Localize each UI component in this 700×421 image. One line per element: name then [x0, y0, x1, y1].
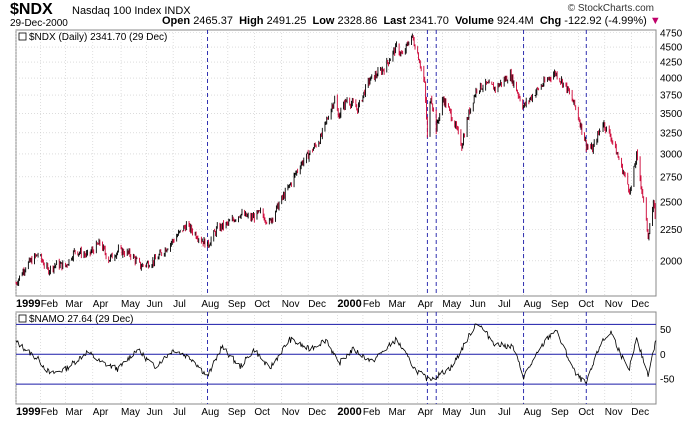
price-x-tick-label: Feb: [41, 299, 59, 310]
stockcharts-credit: © StockCharts.com: [567, 3, 654, 14]
price-x-tick-label: Jul: [173, 299, 186, 310]
price-x-tick-label: Aug: [524, 299, 542, 310]
change-value: -122.92 (-4.99%): [564, 15, 647, 27]
price-tick-label: 4500: [660, 43, 683, 54]
namo-panel: $NAMO 27.64 (29 Dec): [15, 314, 657, 385]
price-x-tick-label: May: [121, 299, 140, 310]
price-x-tick-label: May: [442, 299, 461, 310]
index-description: Nasdaq 100 Index INDX: [72, 5, 191, 17]
namo-x-tick-label: Jul: [173, 407, 186, 418]
price-x-tick-label: Oct: [578, 299, 594, 310]
namo-tick-label: 50: [660, 325, 672, 336]
price-x-tick-label: Apr: [93, 299, 109, 310]
namo-tick-label: 0: [660, 350, 666, 361]
price-tick-label: 2750: [660, 172, 683, 183]
namo-x-tick-label: Aug: [524, 407, 542, 418]
price-x-tick-label: Jun: [470, 299, 486, 310]
price-tick-label: 3750: [660, 91, 683, 102]
price-tick-label: 4250: [660, 58, 683, 69]
namo-x-tick-label: Jul: [498, 407, 511, 418]
namo-x-tick-label: May: [442, 407, 461, 418]
price-x-tick-label: Jun: [147, 299, 163, 310]
index-name: Nasdaq 100 Index: [72, 5, 162, 17]
namo-x-tick-label: Aug: [201, 407, 219, 418]
price-panel: $NDX (Daily) 2341.70 (29 Dec): [15, 32, 656, 286]
price-tick-label: 3250: [660, 128, 683, 139]
down-arrow-icon: ▼: [649, 15, 661, 27]
price-x-tick-label: Jul: [498, 299, 511, 310]
open-value: 2465.37: [193, 15, 233, 27]
price-x-tick-label: Sep: [228, 299, 246, 310]
price-x-tick-label: Feb: [363, 299, 381, 310]
price-x-tick-label: Mar: [389, 299, 407, 310]
namo-x-tick-label: Jun: [470, 407, 486, 418]
exchange-code: INDX: [164, 5, 191, 17]
namo-x-tick-label: Mar: [389, 407, 407, 418]
namo-x-tick-label: Apr: [418, 407, 434, 418]
namo-x-tick-label: Nov: [605, 407, 623, 418]
price-x-tick-label: Oct: [254, 299, 270, 310]
namo-x-tick-label: May: [121, 407, 140, 418]
namo-tick-label: -50: [660, 375, 675, 386]
price-x-tick-label: Apr: [418, 299, 434, 310]
namo-x-tick-label: Mar: [65, 407, 83, 418]
namo-x-tick-label: Apr: [93, 407, 109, 418]
price-x-tick-label: Dec: [631, 299, 649, 310]
namo-line: [15, 323, 657, 385]
namo-panel-frame: [15, 311, 657, 405]
price-x-tick-label: Aug: [201, 299, 219, 310]
quote-date: 29-Dec-2000: [10, 18, 68, 29]
quote-summary: Open 2465.37 High 2491.25 Low 2328.86 La…: [162, 15, 661, 27]
price-tick-label: 2000: [660, 256, 683, 267]
namo-x-tick-label: Oct: [254, 407, 270, 418]
last-value: 2341.70: [409, 15, 449, 27]
namo-x-tick-label: Jun: [147, 407, 163, 418]
event-markers: [207, 30, 587, 404]
namo-x-tick-label: Feb: [363, 407, 381, 418]
chart-header: $NDX Nasdaq 100 Index INDX 29-Dec-2000 O…: [0, 0, 700, 30]
namo-x-tick-label: Dec: [631, 407, 649, 418]
price-tick-label: 4000: [660, 74, 683, 85]
namo-x-tick-label: Oct: [578, 407, 594, 418]
volume-value: 924.4M: [497, 15, 534, 27]
price-x-tick-label: 2000: [337, 298, 361, 310]
price-x-tick-label: Mar: [65, 299, 83, 310]
symbol-title: $NDX: [10, 1, 53, 18]
axes: 2000 2250 2500 2750 3000 3250 3500 3750 4000 4250…: [16, 28, 683, 418]
price-x-tick-label: Dec: [308, 299, 326, 310]
price-x-tick-label: Nov: [282, 299, 300, 310]
price-tick-label: 3000: [660, 149, 683, 160]
legend-swatch: [18, 32, 27, 41]
price-tick-label: 2250: [660, 225, 683, 236]
namo-x-tick-label: 1999: [16, 406, 40, 418]
price-x-tick-label: Sep: [551, 299, 569, 310]
gridlines: [15, 29, 657, 405]
legend-swatch: [18, 314, 27, 323]
namo-x-tick-label: Sep: [551, 407, 569, 418]
low-value: 2328.86: [337, 15, 378, 27]
namo-x-tick-label: Nov: [282, 407, 300, 418]
price-x-tick-label: 1999: [16, 298, 40, 310]
price-legend: $NDX (Daily) 2341.70 (29 Dec): [29, 32, 167, 43]
high-value: 2491.25: [266, 15, 307, 27]
namo-legend: $NAMO 27.64 (29 Dec): [29, 314, 134, 325]
namo-x-tick-label: Sep: [228, 407, 246, 418]
price-tick-label: 3500: [660, 109, 683, 120]
price-tick-label: 4750: [660, 28, 683, 39]
namo-x-tick-label: Dec: [308, 407, 326, 418]
namo-x-tick-label: 2000: [337, 406, 361, 418]
price-x-tick-label: Nov: [605, 299, 623, 310]
price-tick-label: 2500: [660, 197, 683, 208]
namo-x-tick-label: Feb: [41, 407, 59, 418]
